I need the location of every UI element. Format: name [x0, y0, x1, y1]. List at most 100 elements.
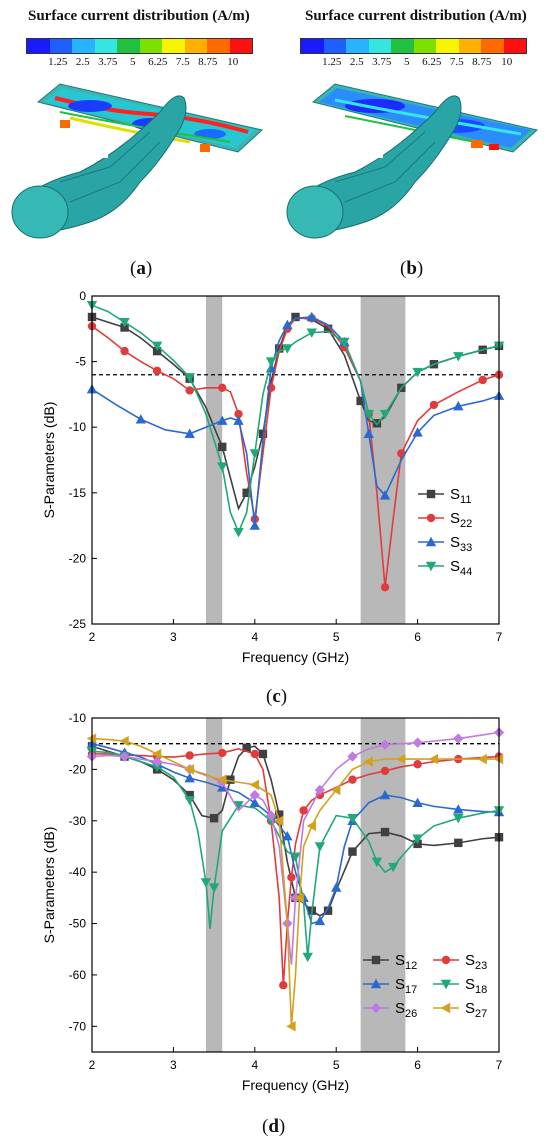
colorbar-tick-label: 8.75: [198, 56, 218, 68]
data-point: [306, 311, 317, 322]
data-point: [314, 915, 326, 926]
data-point: [184, 764, 194, 775]
panel-label-c: (c): [266, 686, 288, 707]
data-point: [323, 906, 333, 915]
data-point: [249, 449, 260, 459]
data-point: [347, 751, 358, 762]
y-tick-label: -10: [69, 420, 87, 434]
data-point: [151, 341, 163, 352]
colorbar-swatch: [436, 39, 459, 53]
shaded-band: [360, 296, 406, 624]
data-point: [348, 775, 357, 784]
colorbar-tick-label: 1.25: [322, 56, 342, 68]
data-point: [363, 756, 373, 767]
x-tick-label: 4: [251, 1058, 258, 1072]
data-point: [429, 400, 439, 410]
colorbar: [26, 38, 253, 54]
legend: S11 S22 S33 S44: [418, 486, 472, 578]
x-tick-label: 5: [333, 630, 340, 644]
data-point: [208, 883, 220, 893]
x-tick-label: 7: [496, 630, 503, 644]
y-tick-label: -60: [69, 968, 87, 982]
x-tick-label: 5: [333, 1058, 340, 1072]
colorbar-title: Surface current distribution (A/m): [28, 8, 250, 24]
data-point: [151, 762, 163, 773]
data-point: [299, 806, 308, 815]
data-point: [426, 513, 436, 523]
colorbar-tick-label: 8.75: [472, 56, 492, 68]
x-tick-label: 3: [170, 630, 177, 644]
data-point: [282, 344, 293, 354]
data-point: [249, 797, 260, 807]
colorbar-swatch: [207, 39, 230, 53]
y-tick-label: -20: [69, 551, 87, 565]
y-tick-label: -40: [69, 865, 87, 879]
legend-item: S22: [418, 510, 472, 530]
colorbar-swatch: [458, 39, 481, 53]
data-point: [218, 748, 227, 758]
legend-item: S26: [363, 1000, 417, 1020]
legend-label: S11: [450, 486, 471, 506]
legend-item: S27: [433, 1000, 487, 1020]
data-point: [185, 751, 194, 760]
series-line: [91, 317, 500, 588]
y-tick-label: -50: [69, 917, 87, 931]
colorbar-swatch: [162, 39, 185, 53]
data-point: [347, 814, 358, 824]
colorbar-tick-label: 6.25: [148, 56, 168, 68]
data-point: [440, 1002, 451, 1014]
colorbar-swatch: [49, 39, 72, 53]
data-point: [428, 753, 439, 765]
data-point: [356, 396, 365, 406]
data-point: [265, 357, 277, 367]
legend-item: S44: [418, 558, 472, 578]
legend-item: S33: [418, 534, 472, 554]
series-s27: [86, 733, 504, 1032]
legend: S12 S23 S17 S18 S26 S27: [363, 952, 487, 1020]
colorbar-swatch: [503, 39, 526, 53]
chart-d: 2 3 4 5 6 7 -10 -20 -30 -40 -50 -60 -70 Frequency (GH…: [41, 712, 505, 1093]
data-point: [234, 409, 243, 419]
data-point: [363, 409, 374, 420]
data-point: [233, 415, 244, 425]
data-point: [453, 804, 464, 814]
legend-label: S26: [395, 1000, 417, 1020]
data-point: [151, 748, 162, 760]
data-point: [119, 751, 130, 762]
x-axis-label: Frequency (GHz): [242, 649, 349, 665]
y-tick-label: -5: [75, 355, 86, 369]
data-point: [413, 760, 422, 769]
x-axis-label: Frequency (GHz): [242, 1077, 349, 1093]
colorbar-tick-label: 5: [130, 56, 136, 68]
data-point: [274, 815, 284, 826]
data-point: [242, 743, 251, 753]
legend-item: S23: [433, 952, 487, 972]
data-point: [412, 367, 423, 378]
colorbar-tick-label: 3.75: [372, 56, 392, 68]
data-point: [258, 749, 268, 759]
data-point: [233, 801, 244, 811]
data-point: [306, 328, 317, 338]
data-point: [249, 779, 259, 790]
colorbar-tick-label: 6.25: [422, 56, 442, 68]
data-point: [226, 775, 235, 784]
data-point: [454, 838, 463, 848]
data-point: [379, 789, 391, 800]
colorbar-swatch: [27, 39, 50, 53]
y-tick-label: -70: [69, 1019, 87, 1033]
data-point: [396, 753, 406, 765]
colorbar-swatch: [413, 39, 436, 53]
data-point: [371, 857, 383, 868]
data-point: [453, 733, 464, 744]
x-tick-label: 6: [414, 1058, 421, 1072]
plot-frame: [91, 717, 500, 1053]
colorbar: [300, 38, 527, 54]
data-point: [425, 561, 437, 572]
data-point: [379, 490, 391, 500]
data-point: [265, 816, 277, 826]
legend-label: S27: [465, 1000, 487, 1020]
simulation-image: [11, 83, 264, 239]
colorbar-swatch: [94, 39, 117, 53]
data-point: [379, 409, 391, 420]
data-point: [217, 415, 228, 425]
